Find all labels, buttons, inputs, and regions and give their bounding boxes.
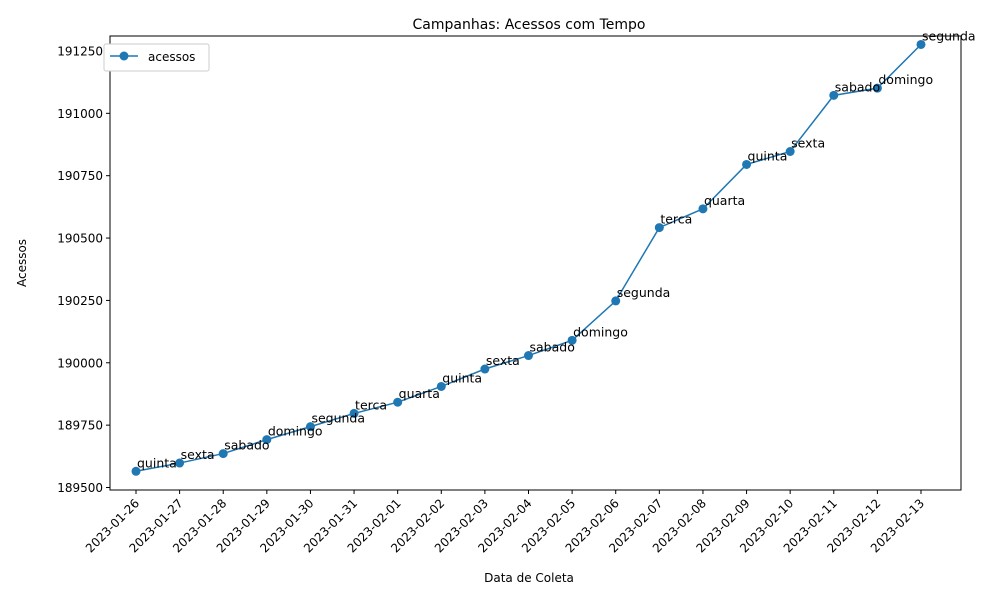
data-point [524, 351, 533, 361]
data-point [480, 364, 490, 374]
point-annotation: domingo [573, 324, 628, 339]
data-point [785, 146, 795, 156]
chart-title: Campanhas: Acessos com Tempo [412, 17, 645, 33]
x-axis: 2023-01-262023-01-272023-01-282023-01-29… [83, 490, 927, 555]
data-point [349, 408, 359, 418]
legend-label: acessos [148, 50, 195, 64]
data-point [175, 458, 185, 468]
point-annotation: sabado [530, 340, 575, 355]
data-point [393, 397, 403, 407]
point-annotation: quinta [442, 370, 482, 385]
y-axis: 189500 189750 190000 190250 190500 190750 1910… [57, 44, 110, 495]
data-point [872, 83, 882, 93]
point-annotation: segunda [617, 285, 671, 300]
point-annotation: domingo [268, 424, 323, 439]
legend-marker-icon [119, 51, 129, 61]
point-annotation: terca [660, 212, 692, 227]
data-point [829, 90, 839, 100]
point-annotation: quinta [137, 455, 177, 470]
point-annotation: segunda [311, 411, 365, 426]
data-point [611, 296, 621, 306]
point-annotations: quintasextasabadodomingosegundatercaquar… [137, 28, 976, 470]
y-tick-label: 191250 [57, 44, 103, 58]
plot-area [109, 35, 962, 491]
point-annotation: sabado [835, 79, 880, 94]
data-point [698, 204, 708, 214]
point-annotation: quarta [399, 386, 440, 401]
point-annotation: terca [355, 397, 387, 412]
data-point [218, 449, 228, 459]
y-tick-label: 190250 [57, 294, 103, 308]
point-annotation: sabado [224, 438, 269, 453]
y-tick-label: 190000 [57, 356, 103, 370]
legend-box [103, 43, 210, 72]
data-point [916, 39, 926, 49]
point-annotation: quarta [704, 193, 745, 208]
point-annotation: sexta [791, 135, 825, 150]
point-annotation: quinta [748, 148, 788, 163]
y-tick-label: 191000 [57, 107, 103, 121]
data-points [131, 39, 926, 476]
data-point [262, 435, 272, 445]
point-annotation: domingo [878, 72, 933, 87]
y-tick-label: 189750 [57, 419, 103, 433]
point-annotation: sexta [181, 447, 215, 462]
data-point [654, 223, 664, 233]
y-tick-label: 190500 [57, 232, 103, 246]
x-axis-label: Data de Coleta [484, 571, 574, 585]
point-annotation: sexta [486, 353, 520, 368]
legend: acessos [103, 43, 210, 72]
y-tick-label: 189500 [57, 481, 103, 495]
data-point [305, 422, 315, 432]
data-point [436, 381, 446, 391]
data-point [742, 159, 752, 169]
y-axis-label: Acessos [15, 239, 29, 287]
point-annotation: segunda [922, 28, 976, 43]
y-tick-label: 190750 [57, 169, 103, 183]
data-point [567, 335, 577, 345]
data-point [131, 466, 141, 476]
